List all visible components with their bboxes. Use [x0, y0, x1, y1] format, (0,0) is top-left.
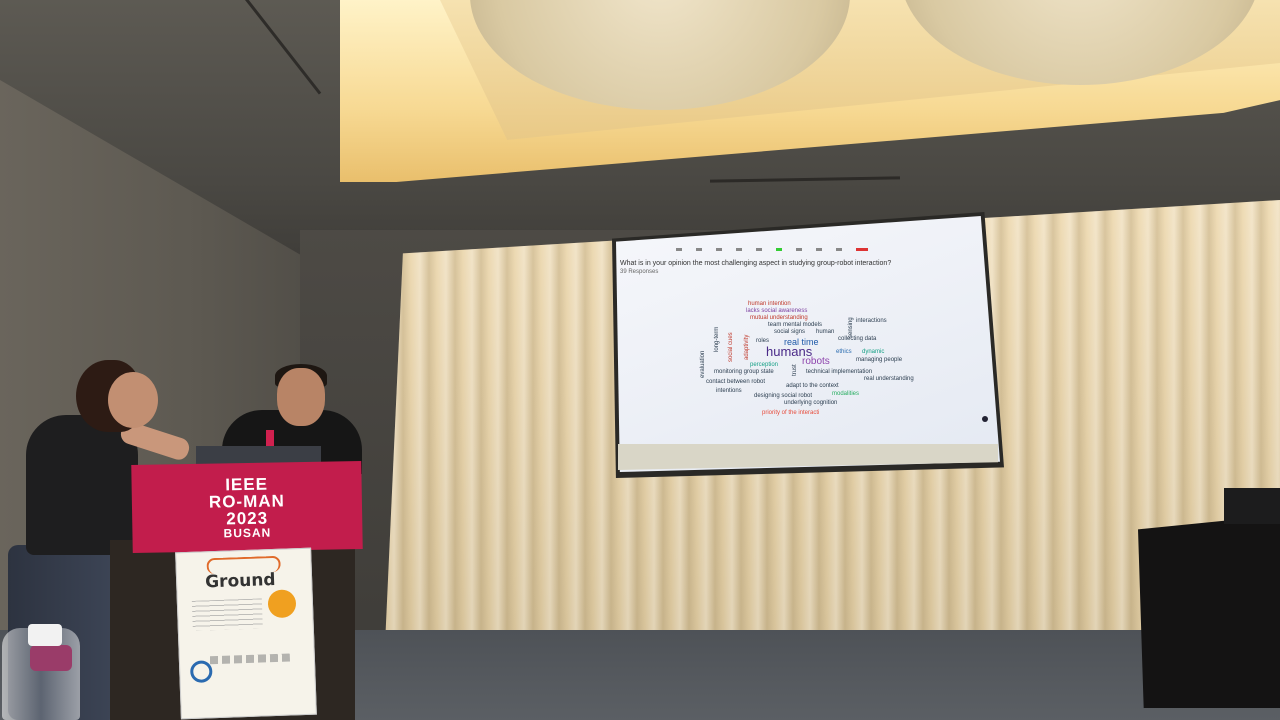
word-cloud-vertical-term: social cues: [728, 332, 734, 362]
word-cloud-term: human: [816, 329, 835, 335]
word-cloud-term: priority of the interacti: [762, 410, 820, 416]
side-laptop: [1224, 488, 1280, 524]
word-cloud-term: social signs: [774, 329, 806, 335]
side-table: [1138, 518, 1280, 708]
man-face: [277, 368, 325, 426]
podium-banner: IEEE RO-MAN 2023 BUSAN: [131, 460, 363, 554]
word-cloud-term: real time: [784, 337, 819, 347]
word-cloud-vertical-term: evaluation: [700, 350, 706, 378]
word-cloud-vertical-term: long-term: [714, 326, 720, 352]
word-cloud-vertical-term: trust: [792, 364, 798, 376]
presenter-dot-icon: [982, 416, 988, 422]
slide-toolbar: [676, 248, 916, 254]
woman-presenter: [26, 415, 138, 555]
word-cloud-vertical-term: adaptivity: [744, 334, 750, 360]
slide-question: What is in your opinion the most challen…: [620, 260, 892, 267]
word-cloud-term: technical implementation: [806, 369, 873, 375]
projection-screen: What is in your opinion the most challen…: [616, 216, 1000, 472]
word-cloud-term: contact between robot: [706, 379, 766, 385]
word-cloud-term: lacks social awareness: [746, 308, 808, 314]
word-cloud-term: collecting data: [838, 336, 877, 342]
laptop: [196, 446, 321, 466]
lanyard: [266, 430, 274, 452]
slide-responses: 39 Responses: [620, 269, 659, 275]
word-cloud-term: real understanding: [864, 376, 914, 382]
woman-face: [108, 372, 158, 428]
banner-line-year: 2023: [226, 508, 269, 528]
bottle-label: [30, 645, 72, 671]
word-cloud-term: ethics: [836, 349, 852, 355]
word-cloud-vertical-term: sensing: [848, 317, 854, 338]
poster-orange-circle: [267, 589, 297, 619]
word-cloud-term: modalities: [832, 391, 860, 397]
word-cloud-term: adapt to the context: [786, 383, 839, 389]
banner-line-roman: RO-MAN: [208, 490, 285, 512]
word-cloud-term: managing people: [856, 357, 903, 363]
workshop-poster: Ground: [175, 547, 317, 720]
word-cloud-term: human intention: [748, 301, 791, 307]
word-cloud-term: interactions: [856, 318, 887, 324]
word-cloud-term: dynamic: [862, 349, 885, 355]
poster-text-lines: [191, 598, 263, 631]
word-cloud-term: robots: [802, 356, 830, 367]
word-cloud-term: monitoring group state: [714, 369, 774, 375]
word-cloud-term: perception: [750, 362, 779, 368]
word-cloud-term: mutual understanding: [750, 315, 808, 321]
word-cloud-term: underlying cognition: [784, 400, 838, 406]
word-cloud-term: humans: [766, 344, 813, 359]
word-cloud-term: intentions: [716, 388, 742, 394]
poster-title: Ground: [204, 569, 276, 593]
bottle-cap: [28, 624, 62, 646]
poster-logos: [209, 653, 291, 665]
word-cloud-term: team mental models: [768, 322, 823, 328]
word-cloud-term: designing social robot: [754, 393, 813, 399]
banner-line-ieee: IEEE: [225, 474, 269, 494]
word-cloud-term: roles: [756, 338, 770, 344]
banner-line-city: BUSAN: [223, 525, 272, 540]
